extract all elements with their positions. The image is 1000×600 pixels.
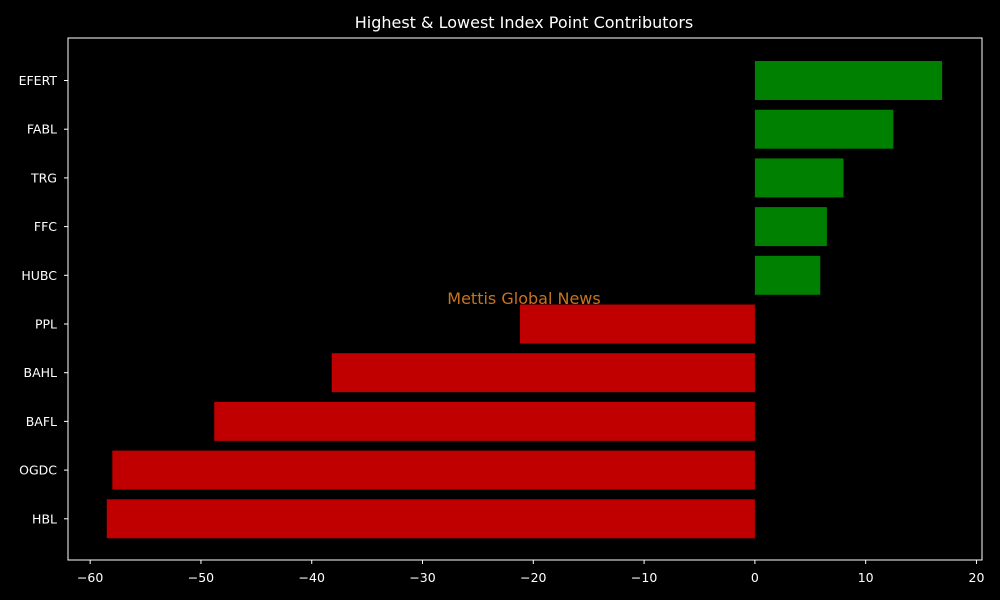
y-tick-label: HBL (32, 511, 57, 526)
bar-hbl (106, 499, 755, 539)
x-tick-label: −60 (77, 570, 103, 585)
x-tick-label: −40 (299, 570, 325, 585)
y-tick-label: FFC (34, 219, 57, 234)
y-tick-label: FABL (27, 122, 57, 137)
bar-efert (754, 61, 943, 100)
plot-frame (67, 37, 983, 561)
y-axis: EFERT FABL TRG FFC HUBC PPL BAHL BAFL OGDC HBL (19, 73, 68, 526)
bar-fabl (754, 109, 894, 149)
bar-trg (754, 158, 844, 198)
y-tick-label: EFERT (19, 73, 58, 88)
bar-bafl (214, 401, 755, 441)
y-tick-label: HUBC (21, 268, 57, 283)
x-tick-label: 10 (858, 570, 874, 585)
x-tick-label: −10 (631, 570, 657, 585)
y-tick-label: BAHL (24, 365, 58, 380)
x-axis: −60 −50 −40 −30 −20 −10 0 10 20 (77, 560, 984, 585)
y-tick-label: TRG (30, 170, 57, 185)
bars-layer (106, 61, 943, 539)
chart-title: Highest & Lowest Index Point Contributor… (355, 13, 694, 32)
x-tick-label: −20 (520, 570, 546, 585)
bar-ogdc (112, 450, 755, 490)
y-tick-label: OGDC (19, 463, 57, 478)
x-tick-label: 20 (969, 570, 985, 585)
bar-hubc (754, 255, 821, 295)
x-tick-label: −30 (409, 570, 435, 585)
bar-ppl (520, 304, 755, 344)
watermark-text: Mettis Global News (447, 289, 600, 308)
bar-ffc (754, 207, 827, 247)
y-tick-label: BAFL (26, 414, 57, 429)
x-tick-label: −50 (188, 570, 214, 585)
x-tick-label: 0 (751, 570, 759, 585)
bar-bahl (331, 353, 755, 393)
y-tick-label: PPL (35, 317, 57, 332)
